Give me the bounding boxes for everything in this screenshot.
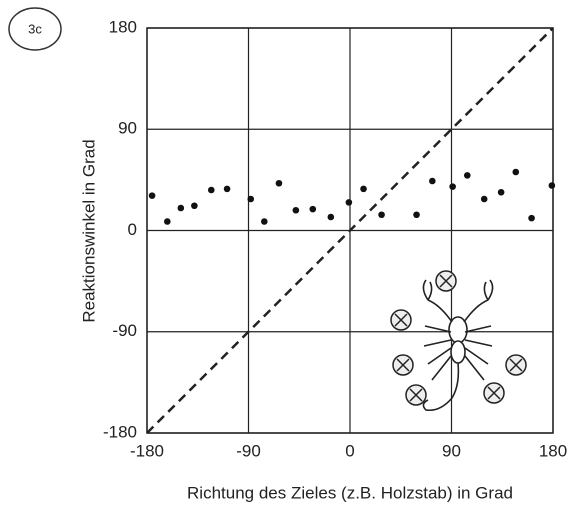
chart: 3c Richtung des Zieles (z.B. Holzstab) i… xyxy=(0,0,581,517)
y-tick-label: -90 xyxy=(112,321,137,340)
x-tick-label: 180 xyxy=(539,441,567,460)
data-point xyxy=(328,214,335,221)
data-point xyxy=(191,202,198,209)
scorpion-illustration xyxy=(423,280,492,410)
y-axis-label: Reaktionswinkel in Grad xyxy=(79,139,98,322)
y-tick-label: 90 xyxy=(118,119,137,138)
data-point xyxy=(449,183,456,190)
data-point xyxy=(429,178,436,185)
data-point xyxy=(413,211,420,218)
data-point xyxy=(464,172,471,179)
y-tick-label: 180 xyxy=(109,17,137,36)
x-tick-label: -180 xyxy=(130,441,164,460)
x-tick-label: 0 xyxy=(345,441,354,460)
x-tick-label: -90 xyxy=(236,441,261,460)
data-point xyxy=(178,205,185,212)
y-tick-label: -180 xyxy=(103,422,137,441)
x-tick-label: 90 xyxy=(442,441,461,460)
data-point xyxy=(247,196,254,203)
data-point xyxy=(378,211,385,218)
data-point xyxy=(528,215,535,222)
data-point xyxy=(346,199,353,206)
data-point xyxy=(498,189,505,196)
x-axis-label: Richtung des Zieles (z.B. Holzstab) in G… xyxy=(187,483,513,502)
y-tick-label: 0 xyxy=(128,220,137,239)
data-point xyxy=(360,186,367,193)
data-point xyxy=(512,169,519,176)
data-point xyxy=(293,207,300,214)
data-point xyxy=(261,218,268,225)
page: 3c Richtung des Zieles (z.B. Holzstab) i… xyxy=(0,0,581,517)
data-point xyxy=(309,206,316,213)
data-point xyxy=(149,192,156,199)
data-point xyxy=(224,186,231,193)
data-point xyxy=(164,218,171,225)
data-point xyxy=(549,182,556,189)
panel-label: 3c xyxy=(28,21,42,36)
data-point xyxy=(208,187,215,194)
data-point xyxy=(481,196,488,203)
data-point xyxy=(276,180,283,187)
